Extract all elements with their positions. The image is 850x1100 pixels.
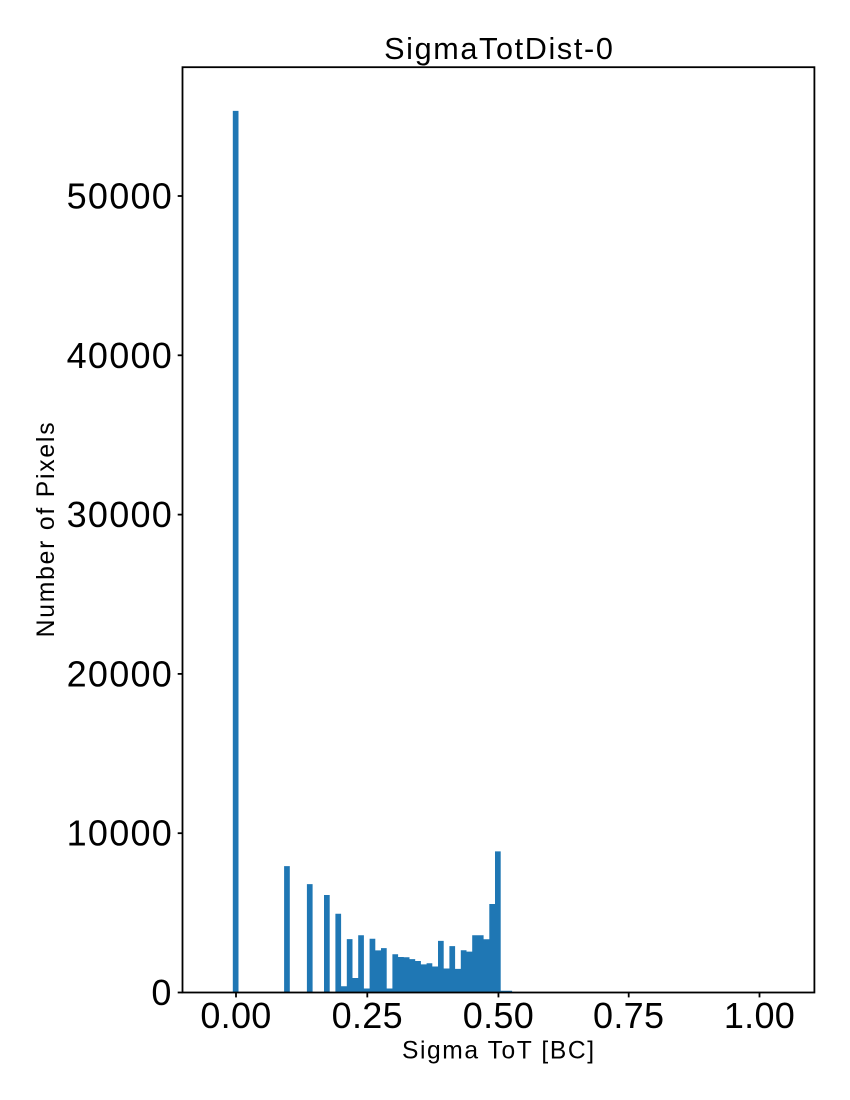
svg-text:SigmaTotDist-0: SigmaTotDist-0 xyxy=(384,32,614,66)
svg-text:50000: 50000 xyxy=(67,176,173,217)
svg-text:Number of Pixels: Number of Pixels xyxy=(33,421,60,638)
svg-text:0.50: 0.50 xyxy=(463,995,534,1036)
svg-text:0.00: 0.00 xyxy=(200,995,271,1036)
svg-text:10000: 10000 xyxy=(67,813,173,854)
svg-text:20000: 20000 xyxy=(67,653,173,694)
svg-text:30000: 30000 xyxy=(67,494,173,535)
svg-text:0.75: 0.75 xyxy=(593,995,664,1036)
svg-text:Sigma ToT [BC]: Sigma ToT [BC] xyxy=(402,1037,596,1064)
svg-text:1.00: 1.00 xyxy=(724,995,795,1036)
svg-text:0.25: 0.25 xyxy=(332,995,403,1036)
svg-text:40000: 40000 xyxy=(67,335,173,376)
svg-text:0: 0 xyxy=(151,972,172,1013)
